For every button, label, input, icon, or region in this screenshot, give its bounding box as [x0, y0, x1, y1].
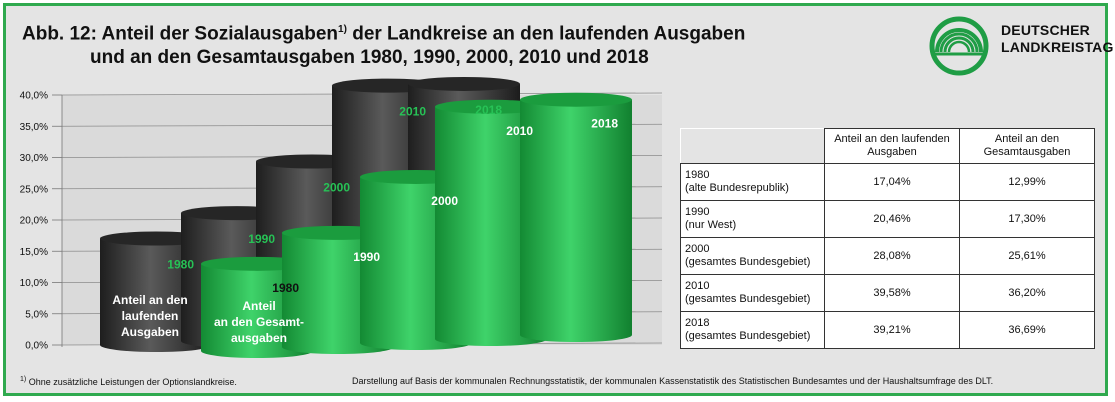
row-year: 1980 — [685, 169, 710, 181]
footnote-text: Ohne zusätzliche Leistungen der Optionsl… — [26, 377, 237, 387]
logo-line2: LANDKREISTAG — [1001, 39, 1114, 55]
table-row-label: 2000 (gesamtes Bundesgebiet) — [680, 237, 825, 275]
y-tick-label: 0,0% — [25, 341, 48, 352]
table-cell-laufende: 20,46% — [824, 200, 960, 238]
table-cell-gesamt: 17,30% — [959, 200, 1095, 238]
series-label-laufende-line: Anteil an den — [112, 293, 187, 307]
source-note: Darstellung auf Basis der kommunalen Rec… — [352, 376, 994, 386]
title-line2: und an den Gesamtausgaben 1980, 1990, 20… — [90, 47, 649, 69]
row-year: 2018 — [685, 317, 710, 329]
row-region: (alte Bundesrepublik) — [685, 182, 789, 194]
bar-gesamt-2010 — [435, 99, 547, 346]
row-region: (nur West) — [685, 219, 737, 231]
row-region: (gesamtes Bundesgebiet) — [685, 330, 811, 342]
table-header-row: Anteil an den laufenden Ausgaben Anteil … — [680, 128, 1095, 164]
table-row-label: 2018 (gesamtes Bundesgebiet) — [680, 311, 825, 349]
table-cell-laufende: 39,21% — [824, 311, 960, 349]
y-axis-ticks: 0,0% 5,0% 10,0% 15,0% 20,0% 25,0% 30,0% 35,0% 40… — [20, 91, 48, 352]
table-cell-laufende: 17,04% — [824, 163, 960, 201]
figure-title: Abb. 12: Anteil der Sozialausgaben1) der… — [22, 18, 745, 70]
bar-label-gesamt-1990: 1990 — [353, 250, 380, 264]
y-tick-label: 5,0% — [25, 309, 48, 320]
row-year: 1990 — [685, 206, 710, 218]
dlt-emblem-icon — [929, 16, 989, 76]
y-tick-label: 25,0% — [20, 184, 48, 195]
bar-label-gesamt-2000: 2000 — [431, 194, 458, 208]
bar-label-gesamt-2010: 2010 — [506, 124, 533, 138]
y-tick-label: 35,0% — [20, 122, 48, 133]
chart-bars — [100, 76, 632, 358]
row-year: 2010 — [685, 280, 710, 292]
table-cell-laufende: 39,58% — [824, 274, 960, 312]
row-year: 2000 — [685, 243, 710, 255]
series-label-laufende-line: Ausgaben — [121, 325, 179, 339]
table-row: 2010 (gesamtes Bundesgebiet) 39,58% 36,20… — [680, 274, 1095, 312]
title-line1-prefix: Abb. 12: Anteil der Sozialausgaben — [22, 23, 339, 45]
y-tick-label: 10,0% — [20, 278, 48, 289]
table-header-laufende: Anteil an den laufenden Ausgaben — [824, 128, 960, 164]
table-row: 1980 (alte Bundesrepublik) 17,04% 12,99% — [680, 163, 1095, 201]
dlt-logo: DEUTSCHER LANDKREISTAG — [923, 16, 1113, 76]
bar-label-gesamt-2018: 2018 — [591, 117, 618, 131]
footnote: 1) Ohne zusätzliche Leistungen der Optio… — [20, 376, 237, 387]
y-tick-label: 20,0% — [20, 216, 48, 227]
series-label-laufende-line: laufenden — [122, 309, 179, 323]
table-row-label: 1990 (nur West) — [680, 200, 825, 238]
title-footnote-mark: 1) — [338, 24, 347, 35]
table-cell-laufende: 28,08% — [824, 237, 960, 275]
data-table: Anteil an den laufenden Ausgaben Anteil … — [680, 128, 1095, 349]
table-row-label: 1980 (alte Bundesrepublik) — [680, 163, 825, 201]
y-tick-label: 30,0% — [20, 153, 48, 164]
table-cell-gesamt: 36,20% — [959, 274, 1095, 312]
table-cell-gesamt: 25,61% — [959, 237, 1095, 275]
footnote-mark: 1) — [20, 376, 27, 383]
dlt-logo-text: DEUTSCHER LANDKREISTAG — [1001, 22, 1114, 56]
table-corner — [680, 128, 825, 164]
table-header-gesamt: Anteil an den Gesamtausgaben — [959, 128, 1095, 164]
series-label-gesamt-line: ausgaben — [231, 331, 287, 345]
y-tick-label: 15,0% — [20, 247, 48, 258]
bar-label-laufende-2010: 2010 — [399, 105, 426, 119]
table-row: 1990 (nur West) 20,46% 17,30% — [680, 200, 1095, 238]
bar-label-laufende-1980: 1980 — [167, 258, 194, 272]
bar-label-gesamt-1980: 1980 — [272, 281, 299, 295]
row-region: (gesamtes Bundesgebiet) — [685, 293, 811, 305]
y-tick-label: 40,0% — [20, 91, 48, 102]
table-cell-gesamt: 12,99% — [959, 163, 1095, 201]
table-row-label: 2010 (gesamtes Bundesgebiet) — [680, 274, 825, 312]
title-line1-suffix: der Landkreise an den laufenden Ausgaben — [346, 23, 746, 45]
series-label-gesamt-line: an den Gesamt- — [214, 315, 304, 329]
row-region: (gesamtes Bundesgebiet) — [685, 256, 811, 268]
bar-label-laufende-1990: 1990 — [248, 232, 275, 246]
cylinder-bar-chart: 0,0% 5,0% 10,0% 15,0% 20,0% 25,0% 30,0% 35,0% 40… — [20, 76, 663, 358]
bar-gesamt-2018 — [520, 92, 632, 342]
bar-label-laufende-2000: 2000 — [323, 181, 350, 195]
chart-bar-labels: 1980 1990 2000 2010 2018 1980 1990 2000 2010 2018 — [167, 103, 618, 295]
table-cell-gesamt: 36,69% — [959, 311, 1095, 349]
table-row: 2018 (gesamtes Bundesgebiet) 39,21% 36,69… — [680, 311, 1095, 349]
table-row: 2000 (gesamtes Bundesgebiet) 28,08% 25,61… — [680, 237, 1095, 275]
bar-label-laufende-2018: 2018 — [475, 103, 502, 117]
logo-line1: DEUTSCHER — [1001, 22, 1090, 38]
chart-series-labels: Anteil an den laufenden Ausgaben Anteil an d… — [112, 293, 304, 345]
series-label-gesamt-line: Anteil — [242, 299, 275, 313]
